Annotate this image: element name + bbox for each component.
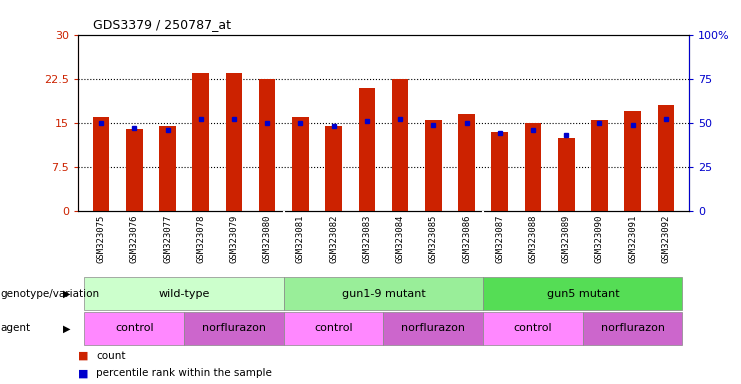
Text: GSM323084: GSM323084 bbox=[396, 214, 405, 263]
Text: agent: agent bbox=[1, 323, 31, 333]
Text: ■: ■ bbox=[78, 351, 88, 361]
Text: GSM323083: GSM323083 bbox=[362, 214, 371, 263]
Bar bbox=[525, 123, 541, 211]
Text: ■: ■ bbox=[78, 368, 88, 378]
Text: GSM323075: GSM323075 bbox=[96, 214, 105, 263]
Text: GSM323078: GSM323078 bbox=[196, 214, 205, 263]
FancyBboxPatch shape bbox=[284, 277, 483, 310]
Bar bbox=[126, 129, 142, 211]
Text: GSM323088: GSM323088 bbox=[528, 214, 537, 263]
Text: GSM323085: GSM323085 bbox=[429, 214, 438, 263]
Text: ▶: ▶ bbox=[63, 323, 70, 333]
Text: control: control bbox=[314, 323, 353, 333]
Text: norflurazon: norflurazon bbox=[202, 323, 266, 333]
Text: percentile rank within the sample: percentile rank within the sample bbox=[96, 368, 272, 378]
Text: GSM323081: GSM323081 bbox=[296, 214, 305, 263]
Bar bbox=[491, 132, 508, 211]
Text: GSM323090: GSM323090 bbox=[595, 214, 604, 263]
Text: gun5 mutant: gun5 mutant bbox=[547, 289, 619, 299]
FancyBboxPatch shape bbox=[483, 312, 583, 345]
Bar bbox=[458, 114, 475, 211]
Text: gun1-9 mutant: gun1-9 mutant bbox=[342, 289, 425, 299]
Bar bbox=[159, 126, 176, 211]
Text: norflurazon: norflurazon bbox=[601, 323, 665, 333]
Text: wild-type: wild-type bbox=[159, 289, 210, 299]
FancyBboxPatch shape bbox=[184, 312, 284, 345]
Bar bbox=[425, 120, 442, 211]
Text: GSM323077: GSM323077 bbox=[163, 214, 172, 263]
Bar bbox=[625, 111, 641, 211]
Text: norflurazon: norflurazon bbox=[402, 323, 465, 333]
Bar bbox=[193, 73, 209, 211]
Text: GDS3379 / 250787_at: GDS3379 / 250787_at bbox=[93, 18, 230, 31]
Text: GSM323087: GSM323087 bbox=[495, 214, 505, 263]
Text: GSM323091: GSM323091 bbox=[628, 214, 637, 263]
FancyBboxPatch shape bbox=[483, 277, 682, 310]
Text: ▶: ▶ bbox=[63, 289, 70, 299]
Bar bbox=[591, 120, 608, 211]
Text: GSM323089: GSM323089 bbox=[562, 214, 571, 263]
Text: GSM323082: GSM323082 bbox=[329, 214, 338, 263]
Bar bbox=[657, 105, 674, 211]
Bar bbox=[259, 79, 276, 211]
FancyBboxPatch shape bbox=[384, 312, 483, 345]
FancyBboxPatch shape bbox=[84, 312, 184, 345]
Text: count: count bbox=[96, 351, 126, 361]
FancyBboxPatch shape bbox=[84, 277, 284, 310]
Text: GSM323079: GSM323079 bbox=[230, 214, 239, 263]
Text: GSM323086: GSM323086 bbox=[462, 214, 471, 263]
Bar bbox=[392, 79, 408, 211]
Bar bbox=[93, 117, 110, 211]
Text: control: control bbox=[514, 323, 552, 333]
Bar bbox=[359, 88, 375, 211]
Text: genotype/variation: genotype/variation bbox=[1, 289, 100, 299]
Text: GSM323080: GSM323080 bbox=[262, 214, 272, 263]
Text: GSM323076: GSM323076 bbox=[130, 214, 139, 263]
Bar bbox=[558, 137, 574, 211]
Bar bbox=[226, 73, 242, 211]
Bar bbox=[325, 126, 342, 211]
FancyBboxPatch shape bbox=[583, 312, 682, 345]
Text: control: control bbox=[115, 323, 153, 333]
Text: GSM323092: GSM323092 bbox=[662, 214, 671, 263]
FancyBboxPatch shape bbox=[284, 312, 384, 345]
Bar bbox=[292, 117, 309, 211]
